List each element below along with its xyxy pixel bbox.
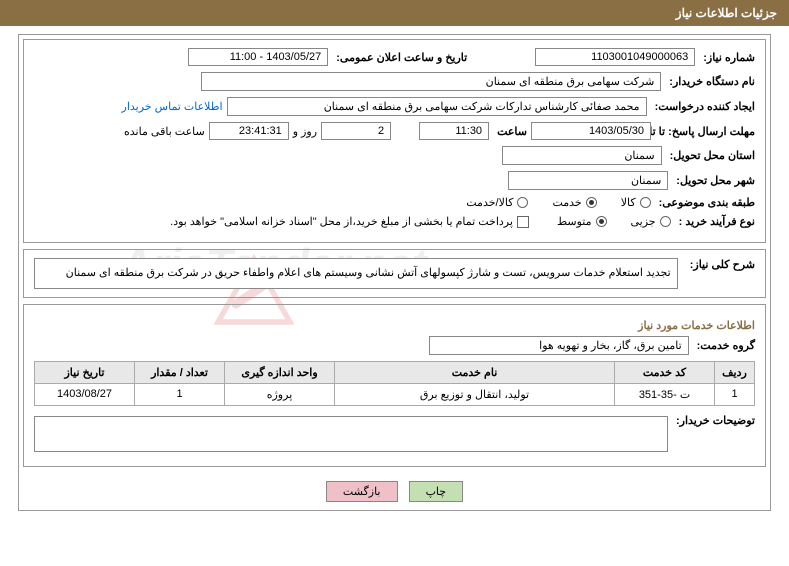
process-type-label: نوع فرآیند خرید : [675,215,755,228]
table-row: 1 ت -35-351 تولید، انتقال و توزیع برق پر… [35,383,755,405]
service-group-value: تامین برق، گاز، بخار و تهویه هوا [429,336,689,355]
deadline-date-value: 1403/05/30 [531,122,651,140]
announce-date-value: 1403/05/27 - 11:00 [188,48,328,66]
cell-code: ت -35-351 [615,383,715,405]
category-label: طبقه بندی موضوعی: [655,196,755,209]
requester-label: ایجاد کننده درخواست: [651,100,755,113]
city-value: سمنان [508,171,668,190]
cell-name: تولید، انتقال و توزیع برق [335,383,615,405]
city-label: شهر محل تحویل: [672,174,755,187]
deadline-label: مهلت ارسال پاسخ: تا تاریخ: [655,125,755,138]
radio-both[interactable]: کالا/خدمت [466,196,528,209]
cell-date: 1403/08/27 [35,383,135,405]
page-title: جزئیات اطلاعات نیاز [0,0,789,26]
col-code: کد خدمت [615,361,715,383]
services-section: اطلاعات خدمات مورد نیاز گروه خدمت: تامین… [23,304,766,467]
table-header-row: ردیف کد خدمت نام خدمت واحد اندازه گیری ت… [35,361,755,383]
need-number-value: 1103001049000063 [535,48,695,66]
description-section: شرح کلی نیاز: تجدید استعلام خدمات سرویس،… [23,249,766,298]
need-number-label: شماره نیاز: [699,51,755,64]
main-container: شماره نیاز: 1103001049000063 تاریخ و ساع… [18,34,771,511]
col-date: تاریخ نیاز [35,361,135,383]
button-bar: چاپ بازگشت [23,473,766,506]
col-row: ردیف [715,361,755,383]
radio-goods[interactable]: کالا [621,196,651,209]
radio-minor[interactable]: جزیی [631,215,671,228]
days-remaining-value: 2 [321,122,391,140]
radio-medium[interactable]: متوسط [557,215,607,228]
buyer-org-label: نام دستگاه خریدار: [665,75,755,88]
process-type-radios: جزیی متوسط [557,215,671,228]
treasury-note: پرداخت تمام یا بخشی از مبلغ خرید،از محل … [170,215,513,228]
province-label: استان محل تحویل: [666,149,755,162]
remaining-label: ساعت باقی مانده [124,125,205,138]
col-unit: واحد اندازه گیری [225,361,335,383]
description-text: تجدید استعلام خدمات سرویس، تست و شارژ کپ… [34,258,678,289]
buyer-notes-label: توضیحات خریدار: [672,414,755,427]
services-title: اطلاعات خدمات مورد نیاز [34,319,755,332]
province-value: سمنان [502,146,662,165]
category-radios: کالا خدمت کالا/خدمت [466,196,650,209]
time-remaining-value: 23:41:31 [209,122,289,140]
treasury-checkbox[interactable] [517,216,529,228]
cell-qty: 1 [135,383,225,405]
col-name: نام خدمت [335,361,615,383]
back-button[interactable]: بازگشت [326,481,398,502]
description-label: شرح کلی نیاز: [686,258,755,271]
col-qty: تعداد / مقدار [135,361,225,383]
buyer-contact-link[interactable]: اطلاعات تماس خریدار [122,100,223,113]
radio-service[interactable]: خدمت [552,196,596,209]
service-group-label: گروه خدمت: [693,339,755,352]
buyer-org-value: شرکت سهامی برق منطقه ای سمنان [201,72,661,91]
cell-unit: پروژه [225,383,335,405]
services-table: ردیف کد خدمت نام خدمت واحد اندازه گیری ت… [34,361,755,406]
deadline-time-value: 11:30 [419,122,489,140]
time-label: ساعت [493,125,527,138]
announce-date-label: تاریخ و ساعت اعلان عمومی: [332,51,467,64]
cell-row: 1 [715,383,755,405]
days-and-label: روز و [293,125,317,138]
requester-value: محمد صفائی کارشناس تدارکات شرکت سهامی بر… [227,97,647,116]
buyer-notes-textarea[interactable] [34,416,668,452]
info-section: شماره نیاز: 1103001049000063 تاریخ و ساع… [23,39,766,243]
print-button[interactable]: چاپ [409,481,464,502]
